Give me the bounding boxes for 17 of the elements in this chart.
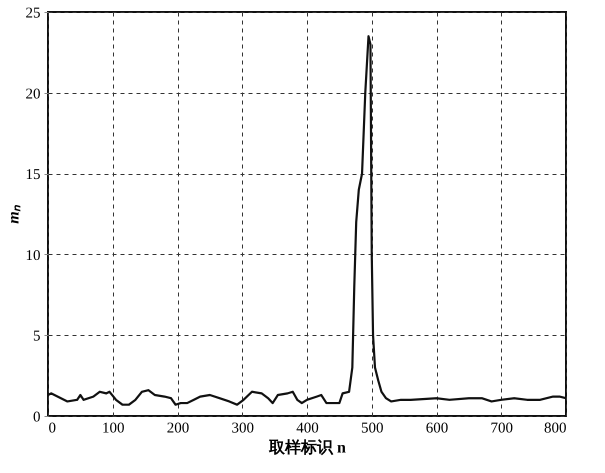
- y-tick-label: 5: [33, 328, 40, 345]
- y-tick-label: 15: [26, 167, 40, 184]
- x-tick-label: 100: [102, 420, 124, 436]
- y-tick-label: 10: [26, 248, 40, 264]
- x-tick-label: 800: [544, 420, 566, 436]
- y-tick-label: 25: [26, 6, 40, 22]
- y-axis-title: mₙ: [6, 204, 22, 224]
- x-tick-label: 300: [232, 420, 254, 436]
- x-tick-label: 0: [48, 420, 56, 436]
- y-tick-label: 20: [26, 86, 40, 102]
- x-tick-label: 200: [166, 420, 190, 436]
- x-tick-label: 500: [361, 420, 384, 436]
- x-axis-title: 取样标识 n: [268, 438, 346, 456]
- y-tick-label: 0: [33, 410, 40, 426]
- x-tick-label: 700: [490, 420, 513, 436]
- x-tick-label: 600: [426, 420, 448, 436]
- x-tick-label: 400: [296, 420, 319, 436]
